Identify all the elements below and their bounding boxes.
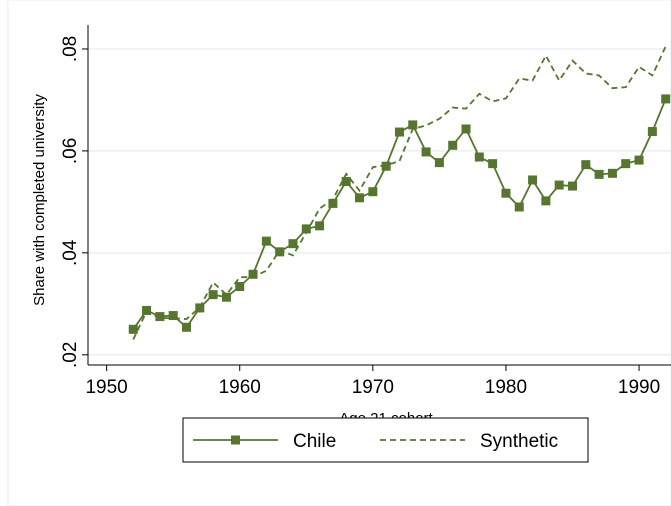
marker bbox=[581, 160, 591, 170]
marker bbox=[408, 120, 418, 130]
marker bbox=[328, 198, 338, 208]
marker bbox=[634, 155, 644, 165]
marker bbox=[488, 159, 498, 169]
x-tick-label: 1950 bbox=[85, 377, 127, 398]
marker bbox=[381, 161, 391, 171]
marker bbox=[541, 196, 551, 206]
y-tick-label: .08 bbox=[60, 36, 81, 62]
marker bbox=[208, 290, 218, 300]
marker bbox=[661, 94, 671, 104]
marker bbox=[301, 224, 311, 234]
marker bbox=[142, 305, 152, 315]
legend-marker bbox=[231, 435, 240, 445]
x-tick-label: 1980 bbox=[485, 377, 527, 398]
legend-label: Synthetic bbox=[480, 431, 558, 452]
series-line bbox=[132, 46, 667, 340]
marker bbox=[355, 193, 365, 203]
marker bbox=[221, 292, 231, 302]
y-tick-label: .06 bbox=[60, 138, 81, 164]
marker bbox=[261, 236, 271, 246]
marker bbox=[434, 158, 444, 168]
marker bbox=[448, 140, 458, 150]
x-tick-label: 1970 bbox=[352, 377, 394, 398]
marker bbox=[235, 281, 245, 291]
marker bbox=[568, 181, 578, 191]
x-tick-label: 1960 bbox=[219, 377, 261, 398]
marker bbox=[528, 175, 538, 185]
marker bbox=[368, 187, 378, 197]
y-tick-label: .02 bbox=[60, 342, 81, 368]
marker bbox=[647, 127, 657, 137]
marker bbox=[501, 188, 511, 198]
marker bbox=[155, 312, 165, 322]
marker bbox=[288, 239, 298, 249]
marker bbox=[421, 147, 431, 157]
marker bbox=[181, 322, 191, 332]
marker bbox=[168, 311, 178, 321]
y-tick-label: .04 bbox=[60, 239, 81, 266]
marker bbox=[554, 180, 564, 190]
marker bbox=[594, 169, 604, 179]
marker bbox=[315, 221, 325, 231]
x-tick-label: 1990 bbox=[618, 377, 660, 398]
marker bbox=[341, 176, 351, 186]
marker bbox=[394, 127, 404, 137]
marker bbox=[248, 269, 258, 279]
marker bbox=[621, 159, 631, 169]
marker bbox=[607, 168, 617, 178]
marker bbox=[275, 247, 285, 257]
marker bbox=[128, 324, 138, 334]
y-axis-title: Share with completed university bbox=[31, 94, 48, 306]
marker bbox=[195, 303, 205, 313]
marker bbox=[474, 152, 484, 162]
legend-label: Chile bbox=[293, 431, 336, 452]
marker bbox=[514, 202, 524, 212]
marker bbox=[461, 124, 471, 134]
